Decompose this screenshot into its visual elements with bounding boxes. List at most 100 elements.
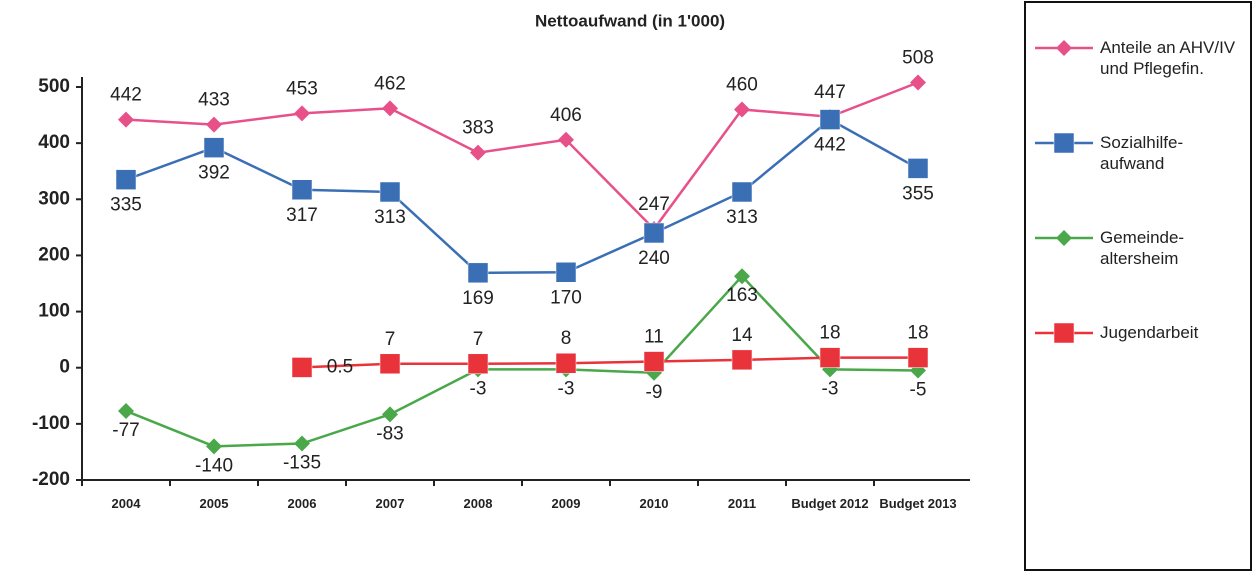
legend-label: Anteile an AHV/IV und Pflegefin.: [1100, 38, 1236, 78]
marker: [555, 352, 577, 374]
data-label: 169: [462, 288, 494, 309]
marker: [910, 74, 926, 91]
data-label: 18: [819, 323, 840, 344]
chart-title: Nettoaufwand (in 1'000): [535, 11, 725, 30]
data-label: 240: [638, 248, 670, 269]
marker: [291, 179, 313, 200]
data-label: 406: [550, 105, 582, 126]
x-tick-label: Budget 2013: [879, 496, 957, 511]
data-label: -135: [283, 453, 321, 474]
marker: [643, 222, 665, 244]
y-tick-label: -200: [32, 469, 70, 490]
marker: [206, 438, 222, 455]
x-tick-label: 2006: [287, 496, 317, 511]
marker: [643, 351, 665, 372]
marker: [467, 353, 489, 375]
marker: [1056, 40, 1072, 56]
marker: [379, 181, 401, 203]
marker: [734, 268, 750, 285]
data-label: -3: [470, 378, 487, 399]
data-label: 11: [644, 327, 664, 348]
marker: [118, 111, 134, 128]
data-label: 383: [462, 118, 494, 139]
marker: [1053, 322, 1075, 344]
y-tick-label: 200: [38, 244, 70, 265]
x-tick-label: Budget 2012: [791, 496, 869, 511]
marker: [819, 109, 841, 130]
series-line: [125, 118, 919, 275]
y-tick-label: 0: [59, 357, 70, 378]
data-label: 335: [110, 195, 142, 216]
data-label: 170: [550, 287, 582, 308]
data-label: 442: [110, 85, 142, 106]
data-label: 453: [286, 78, 318, 99]
x-tick-label: 2004: [111, 496, 141, 511]
marker: [555, 262, 577, 283]
data-label: 447: [814, 82, 846, 103]
x-tick-label: 2008: [463, 496, 493, 511]
marker: [907, 158, 929, 179]
data-label: 355: [902, 183, 934, 204]
data-label: -5: [910, 380, 927, 401]
data-label: 433: [198, 90, 230, 111]
data-label: 460: [726, 74, 758, 95]
legend-box: [1024, 1, 1252, 571]
data-label: 313: [374, 207, 406, 228]
y-tick-label: -100: [32, 413, 70, 434]
data-label: 163: [726, 285, 758, 306]
y-tick-label: 100: [38, 301, 70, 322]
series-line: [125, 274, 919, 448]
data-label: 508: [902, 48, 934, 69]
x-tick-label: 2009: [551, 496, 581, 511]
series-line: [301, 356, 918, 369]
data-label: -3: [558, 378, 575, 399]
data-label: 0.5: [327, 356, 353, 377]
y-tick-label: 400: [38, 132, 70, 153]
marker: [907, 347, 929, 368]
legend-label: Jugendarbeit: [1100, 323, 1199, 342]
marker: [379, 353, 401, 375]
x-tick-label: 2005: [199, 496, 229, 511]
data-label: 8: [561, 328, 572, 349]
y-tick-label: 300: [38, 188, 70, 209]
legend-label: Gemeinde-altersheim: [1100, 228, 1185, 268]
data-label: -140: [195, 455, 233, 476]
data-label: -3: [822, 378, 839, 399]
series-line: [125, 81, 919, 231]
marker: [731, 181, 753, 203]
marker: [118, 402, 134, 419]
data-label: 462: [374, 73, 406, 94]
marker: [115, 169, 137, 190]
marker: [294, 435, 310, 452]
marker: [467, 262, 489, 284]
x-tick-label: 2011: [727, 496, 757, 511]
marker: [819, 347, 841, 368]
data-label: 313: [726, 207, 758, 228]
data-label: -77: [112, 420, 139, 441]
marker: [203, 137, 225, 158]
marker: [291, 357, 313, 378]
y-tick-label: 500: [38, 76, 70, 97]
marker: [734, 101, 750, 118]
data-label: 18: [907, 323, 928, 344]
x-tick-label: 2010: [639, 496, 669, 511]
marker: [206, 116, 222, 133]
legend-label: Sozialhilfe-aufwand: [1100, 133, 1184, 173]
data-label: 247: [638, 194, 670, 215]
marker: [1053, 132, 1075, 154]
data-label: 14: [731, 325, 753, 346]
marker: [731, 349, 753, 371]
marker: [382, 100, 398, 117]
data-label: -83: [376, 423, 403, 444]
data-label: 392: [198, 163, 230, 184]
marker: [294, 105, 310, 122]
marker: [470, 144, 486, 161]
marker: [1056, 230, 1072, 246]
data-label: 7: [473, 329, 484, 350]
data-label: -9: [646, 382, 663, 403]
marker: [558, 131, 574, 148]
x-tick-label: 2007: [375, 496, 405, 511]
data-label: 442: [814, 135, 846, 156]
data-label: 7: [385, 329, 396, 350]
